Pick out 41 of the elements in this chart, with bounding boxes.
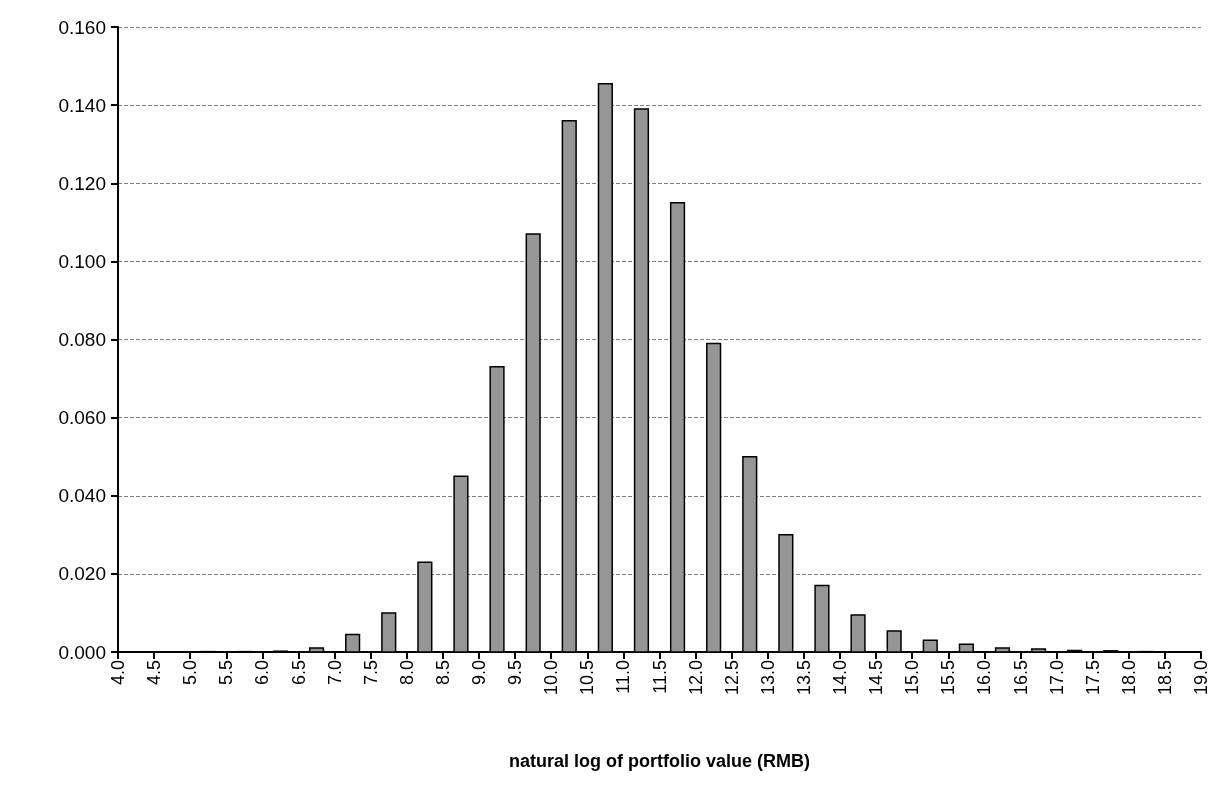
y-tick-label: 0.080 (58, 329, 106, 350)
x-tick-label: 8.5 (432, 660, 453, 686)
y-tick-label: 0.100 (58, 250, 106, 272)
x-axis-title: natural log of portfolio value (RMB) (509, 751, 810, 771)
y-tick-label: 0.160 (58, 16, 106, 38)
x-tick-label: 13.5 (793, 660, 814, 696)
y-tick-label: 0.060 (58, 407, 106, 429)
x-tick-label: 12.5 (721, 660, 742, 696)
x-tick-label: 5.0 (180, 660, 201, 686)
x-tick-label: 16.0 (974, 660, 995, 696)
x-tick-label: 19.0 (1191, 660, 1211, 696)
x-tick-label: 6.0 (252, 660, 273, 686)
x-tick-label: 6.5 (288, 660, 309, 686)
y-tick-label: 0.140 (58, 94, 106, 116)
x-tick-label: 18.0 (1118, 660, 1139, 696)
x-tick-label: 17.0 (1046, 660, 1067, 696)
x-tick-label: 10.5 (577, 660, 598, 696)
x-tick-label: 11.0 (613, 660, 634, 694)
x-tick-label: 15.5 (938, 660, 959, 696)
x-tick-label: 7.0 (324, 660, 345, 686)
x-tick-label: 8.0 (396, 660, 417, 686)
x-tick-label: 13.0 (757, 660, 778, 696)
y-tick-label: 0.120 (58, 172, 106, 194)
x-tick-label: 7.5 (360, 660, 381, 686)
x-tick-label: 14.0 (830, 660, 850, 696)
x-tick-label: 9.5 (505, 660, 526, 686)
x-tick-label: 17.5 (1082, 660, 1103, 696)
x-tick-label: 12.0 (685, 660, 706, 696)
x-tick-label: 4.0 (108, 660, 128, 686)
x-tick-label: 15.0 (902, 660, 923, 696)
y-tick-label: 0.000 (58, 641, 106, 663)
x-tick-label: 5.5 (216, 660, 237, 686)
y-tick-label: 0.040 (58, 485, 106, 507)
x-tick-label: 11.5 (649, 660, 670, 694)
x-tick-label: 16.5 (1010, 660, 1031, 696)
y-tick-label: 0.020 (58, 563, 106, 585)
x-tick-label: 18.5 (1154, 660, 1175, 696)
x-tick-label: 4.5 (144, 660, 165, 686)
x-tick-label: 14.5 (866, 660, 887, 696)
x-tick-label: 10.0 (541, 660, 562, 696)
x-tick-label: 9.0 (469, 660, 489, 686)
